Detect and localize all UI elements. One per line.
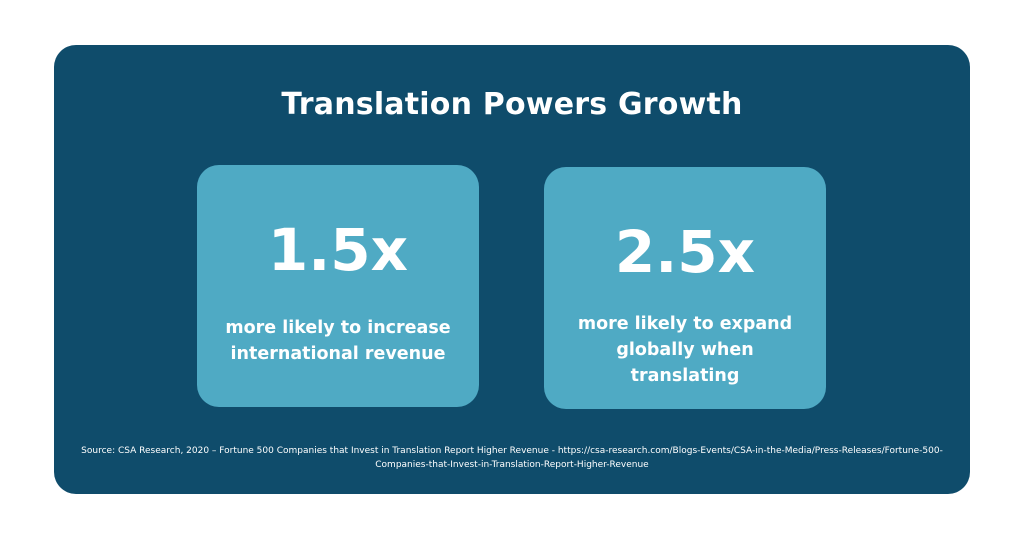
stat-description: more likely to expand globally when tran…	[577, 314, 793, 386]
stat-value: 1.5x	[267, 216, 409, 284]
infographic-title: Translation Powers Growth	[281, 87, 743, 122]
infographic-card: Translation Powers Growth 1.5x more like…	[54, 45, 970, 494]
stat-value: 2.5x	[614, 218, 756, 286]
source-citation: Source: CSA Research, 2020 – Fortune 500…	[81, 446, 943, 470]
stat-description: more likely to increase international re…	[225, 318, 451, 364]
stat-box-global-expansion: 2.5x more likely to expand globally when…	[544, 167, 826, 409]
stat-box-international-revenue: 1.5x more likely to increase internation…	[197, 165, 479, 407]
